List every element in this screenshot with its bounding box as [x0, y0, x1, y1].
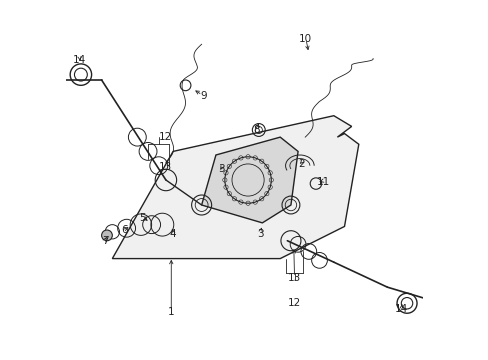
Text: 10: 10: [298, 34, 311, 44]
Text: 2: 2: [298, 159, 305, 169]
Text: 12: 12: [159, 132, 172, 142]
Polygon shape: [201, 137, 298, 223]
Text: 13: 13: [287, 273, 301, 283]
Text: 1: 1: [167, 307, 174, 317]
Text: 6: 6: [122, 225, 128, 235]
Text: 13: 13: [159, 162, 172, 172]
Text: 8: 8: [253, 125, 260, 135]
Text: 12: 12: [287, 298, 301, 308]
Text: 9: 9: [200, 91, 206, 101]
Text: 11: 11: [316, 177, 329, 187]
Text: 14: 14: [73, 55, 86, 65]
Text: 4: 4: [169, 229, 176, 239]
Text: 7: 7: [102, 236, 108, 246]
Polygon shape: [112, 116, 358, 258]
Text: 3: 3: [218, 164, 224, 174]
Text: 14: 14: [394, 303, 407, 314]
Circle shape: [102, 230, 112, 241]
Text: 3: 3: [257, 229, 264, 239]
Text: 5: 5: [139, 212, 146, 222]
